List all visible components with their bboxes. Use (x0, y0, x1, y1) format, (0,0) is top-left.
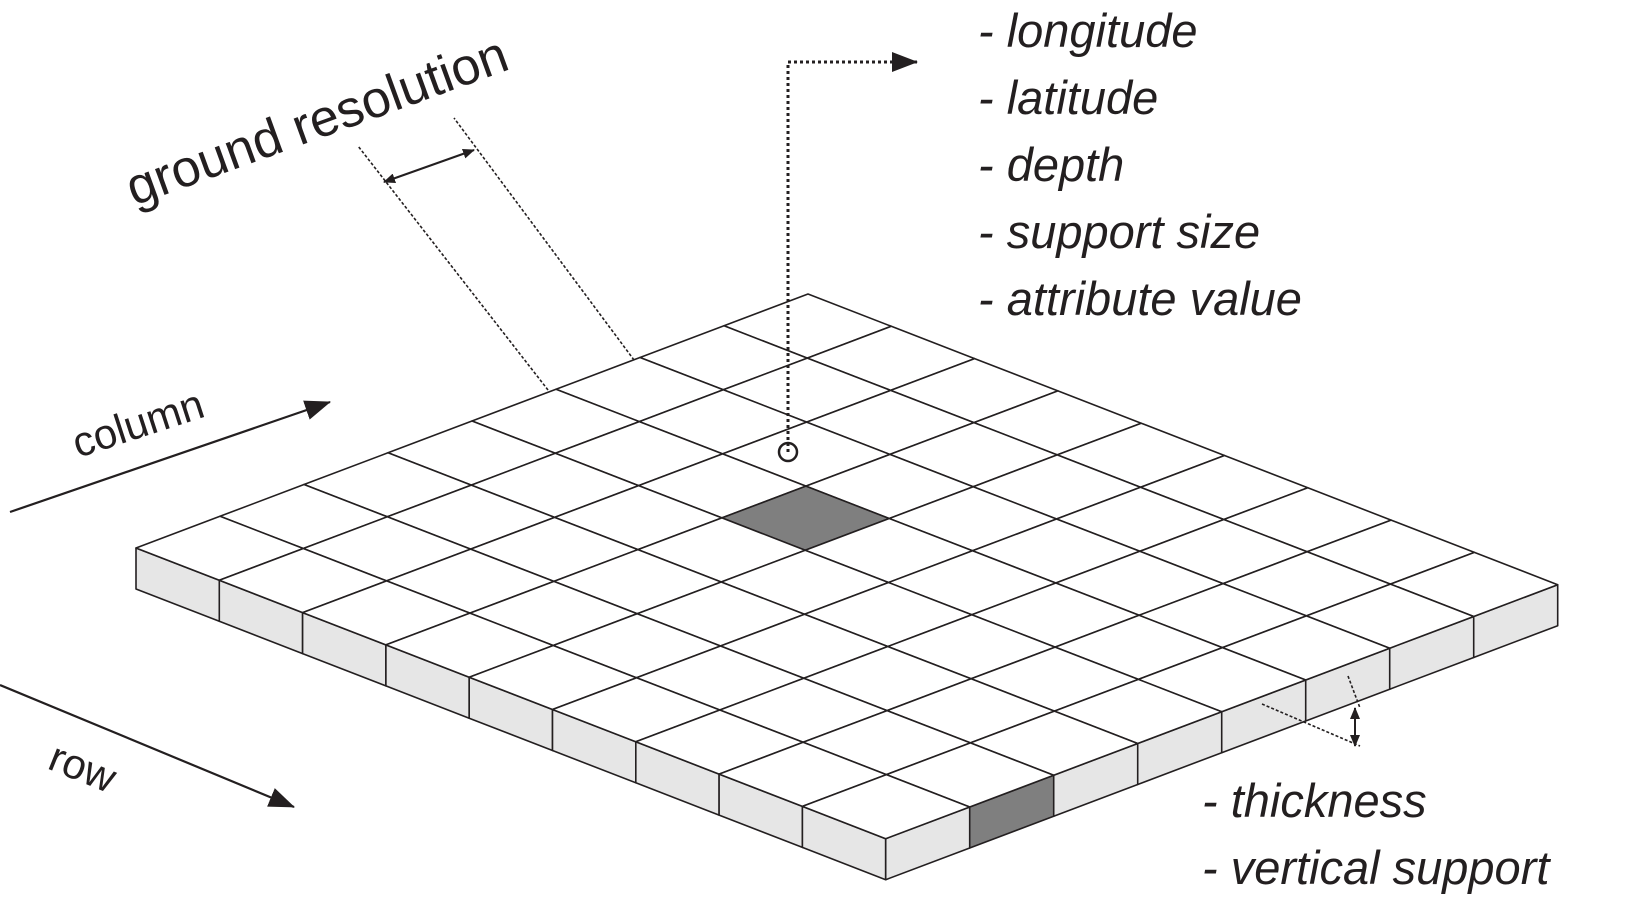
vertical-attribute-list: - thickness - vertical support (1202, 774, 1551, 894)
row-label: row (43, 733, 124, 802)
column-label: column (66, 380, 209, 467)
attribute-leader-line (786, 52, 918, 452)
attribute-support-size: - support size (978, 205, 1260, 258)
resolution-dimension-arrow (383, 148, 475, 184)
column-direction-arrow (9, 400, 331, 514)
attribute-thickness: - thickness (1202, 774, 1427, 827)
cell-attribute-list: - longitude - latitude - depth - support… (978, 4, 1302, 325)
thickness-extension-line-top (1347, 675, 1361, 709)
attribute-vertical-support: - vertical support (1202, 841, 1551, 894)
grid-top-cells (135, 293, 1559, 840)
resolution-extension-line-right (453, 117, 635, 361)
row-direction-arrow (0, 683, 295, 809)
attribute-latitude: - latitude (978, 71, 1158, 124)
thickness-extension-line-bottom (1261, 703, 1361, 747)
attribute-value: - attribute value (978, 272, 1302, 325)
resolution-extension-line-left (357, 145, 549, 391)
grid-cell (801, 773, 971, 840)
attribute-longitude: - longitude (978, 4, 1198, 57)
attribute-depth: - depth (978, 138, 1124, 191)
grid-side-faces (135, 547, 1559, 881)
